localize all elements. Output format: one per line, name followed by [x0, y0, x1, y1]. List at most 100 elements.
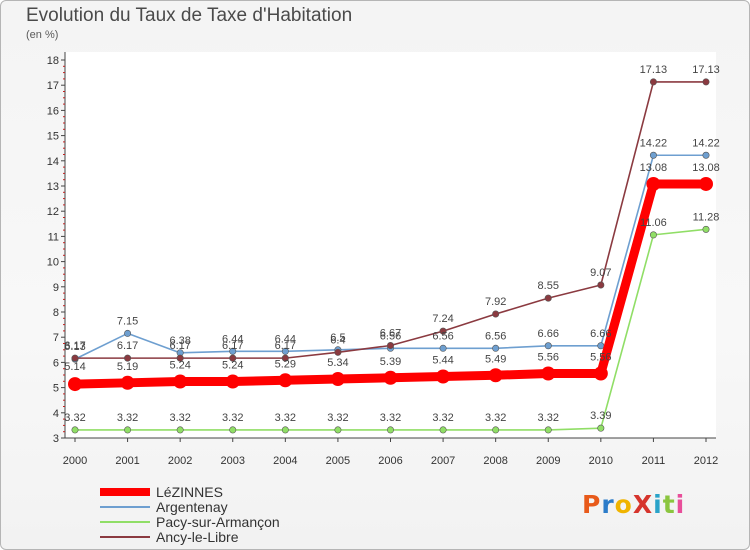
legend-item: Ancy-le-Libre	[100, 528, 280, 545]
data-label: 6.13	[64, 341, 85, 353]
data-point	[68, 377, 82, 392]
y-tick-label: 18	[47, 55, 59, 67]
data-label: 3.32	[275, 412, 296, 424]
y-tick-label: 11	[48, 231, 59, 243]
data-label: 6.17	[64, 340, 85, 352]
data-label: 5.39	[380, 356, 401, 368]
data-point	[334, 348, 342, 356]
data-point	[544, 294, 552, 302]
legend-label: Argentenay	[156, 498, 228, 515]
data-label: 3.32	[64, 412, 85, 424]
data-label: 17.13	[640, 64, 668, 76]
data-label: 3.32	[485, 412, 506, 424]
data-label: 14.22	[692, 137, 720, 149]
data-label: 7.15	[117, 315, 138, 327]
data-label: 5.24	[222, 360, 243, 372]
data-point	[439, 344, 447, 352]
data-label: 5.24	[169, 360, 190, 372]
logo-letter: t	[662, 490, 676, 519]
legend-item: Pacy-sur-Armançon	[100, 513, 280, 530]
data-point	[330, 372, 345, 387]
data-label: 14.22	[640, 137, 668, 149]
data-point	[492, 344, 500, 352]
data-point	[649, 78, 657, 86]
data-point	[593, 366, 608, 381]
legend-item: Argentenay	[100, 498, 280, 515]
y-tick-label: 13	[47, 181, 59, 193]
data-point	[278, 373, 293, 388]
data-label: 3.32	[538, 412, 559, 424]
data-label: 6.44	[222, 333, 243, 345]
data-label: 9.07	[590, 267, 611, 279]
x-tick-label: 2001	[115, 455, 139, 467]
data-label: 3.32	[117, 412, 138, 424]
data-label: 6.17	[275, 340, 296, 352]
legend-item: LéZINNES	[100, 483, 280, 500]
data-point	[544, 342, 552, 350]
data-label: 5.29	[275, 358, 296, 370]
data-point	[124, 426, 132, 434]
y-tick-label: 10	[47, 257, 59, 269]
data-label: 8.55	[538, 280, 559, 292]
y-tick-label: 4	[53, 408, 59, 420]
legend-label: Ancy-le-Libre	[156, 528, 239, 545]
chart-title: Evolution du Taux de Taxe d'Habitation	[26, 5, 353, 26]
y-tick-label: 7	[53, 332, 59, 344]
x-tick-label: 2011	[642, 455, 666, 467]
logo-letter: P	[582, 490, 602, 519]
x-tick-label: 2003	[221, 455, 245, 467]
data-label: 6.56	[432, 330, 453, 342]
proxiti-logo: ProXiti	[582, 490, 685, 519]
data-point	[124, 354, 132, 362]
data-label: 6.17	[117, 340, 138, 352]
legend-swatch	[100, 520, 150, 523]
data-label: 11.06	[640, 217, 667, 229]
data-label: 17.13	[692, 64, 720, 76]
y-tick-label: 9	[53, 282, 59, 294]
data-label: 3.32	[169, 412, 190, 424]
data-point	[649, 231, 657, 239]
y-tick-label: 16	[47, 105, 59, 117]
data-point	[702, 225, 710, 233]
data-point	[120, 375, 135, 390]
data-label: 3.32	[380, 412, 401, 424]
data-label: 7.92	[485, 296, 506, 308]
data-point	[439, 426, 447, 434]
data-label: 3.39	[590, 410, 611, 422]
data-label: 11.28	[693, 211, 720, 223]
logo-letter: X	[632, 490, 654, 519]
data-point	[597, 424, 605, 432]
data-label: 5.49	[485, 353, 506, 365]
data-point	[646, 176, 661, 191]
data-label: 5.19	[117, 361, 138, 373]
data-point	[702, 78, 710, 86]
y-tick-label: 8	[53, 307, 59, 319]
data-label: 6.5	[330, 332, 345, 344]
y-tick-label: 3	[53, 433, 59, 445]
x-tick-label: 2007	[431, 455, 455, 467]
data-point	[702, 151, 710, 159]
legend-swatch	[100, 487, 150, 496]
y-tick-label: 14	[47, 156, 59, 168]
data-point	[597, 342, 605, 350]
data-point	[541, 366, 556, 381]
data-label: 5.56	[538, 351, 559, 363]
y-tick-label: 12	[47, 206, 59, 218]
data-label: 6.17	[169, 340, 190, 352]
data-point	[383, 370, 398, 385]
data-label: 5.34	[327, 357, 348, 369]
legend-label: Pacy-sur-Armançon	[156, 513, 280, 530]
y-tick-label: 6	[53, 357, 59, 369]
data-label: 6.17	[222, 340, 243, 352]
logo-letter: i	[675, 490, 686, 519]
x-tick-label: 2002	[168, 455, 192, 467]
data-point	[492, 426, 500, 434]
logo-letter: r	[601, 490, 615, 519]
data-point	[71, 426, 79, 434]
data-label: 13.08	[640, 162, 668, 174]
data-label: 3.32	[327, 412, 348, 424]
legend-label: LéZINNES	[156, 483, 223, 500]
data-point	[225, 374, 240, 389]
data-point	[229, 347, 237, 355]
